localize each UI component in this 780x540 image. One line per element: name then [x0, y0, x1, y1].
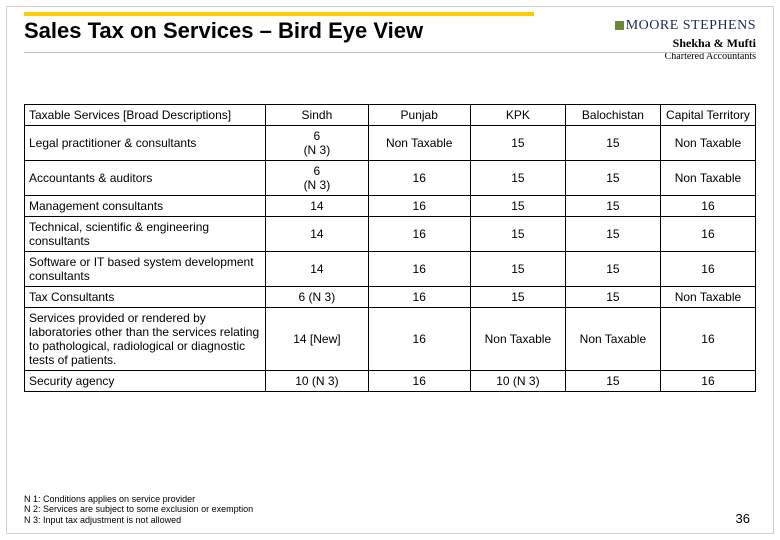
row-description: Technical, scientific & engineering cons… [25, 217, 266, 252]
row-value: Non Taxable [660, 126, 755, 161]
tax-table: Taxable Services [Broad Descriptions] Si… [24, 104, 756, 392]
table-row: Tax Consultants6 (N 3)161515Non Taxable [25, 287, 756, 308]
col-header-balochistan: Balochistan [565, 105, 660, 126]
table-head: Taxable Services [Broad Descriptions] Si… [25, 105, 756, 126]
row-value: 16 [368, 161, 470, 196]
col-header-punjab: Punjab [368, 105, 470, 126]
page-number: 36 [736, 511, 750, 526]
row-value: 15 [470, 126, 565, 161]
logo-brand-text: MOORE STEPHENS [626, 18, 756, 33]
row-value: 15 [565, 252, 660, 287]
table-row: Software or IT based system development … [25, 252, 756, 287]
row-value: 15 [470, 161, 565, 196]
row-value: 6(N 3) [266, 126, 368, 161]
footnote-3: N 3: Input tax adjustment is not allowed [24, 515, 253, 526]
col-header-capital: Capital Territory [660, 105, 755, 126]
row-value: Non Taxable [470, 308, 565, 371]
row-description: Software or IT based system development … [25, 252, 266, 287]
row-value: 16 [660, 371, 755, 392]
title-bar: Sales Tax on Services – Bird Eye View MO… [24, 18, 756, 62]
logo-square-icon [615, 21, 624, 30]
row-value: 15 [565, 287, 660, 308]
row-value: 16 [368, 217, 470, 252]
logo-brand: MOORE STEPHENS [615, 18, 756, 33]
row-description: Services provided or rendered by laborat… [25, 308, 266, 371]
row-value: 15 [565, 371, 660, 392]
row-description: Legal practitioner & consultants [25, 126, 266, 161]
title-accent-bar [24, 12, 534, 16]
table-row: Services provided or rendered by laborat… [25, 308, 756, 371]
row-value: 15 [470, 196, 565, 217]
row-value: 16 [368, 287, 470, 308]
row-value: Non Taxable [565, 308, 660, 371]
row-value: 16 [368, 196, 470, 217]
row-value: 14 [266, 196, 368, 217]
footnote-2: N 2: Services are subject to some exclus… [24, 504, 253, 515]
footnotes: N 1: Conditions applies on service provi… [24, 494, 253, 526]
logo-block: MOORE STEPHENS Shekha & Mufti Chartered … [615, 18, 756, 62]
table-row: Legal practitioner & consultants6(N 3)No… [25, 126, 756, 161]
table-body: Legal practitioner & consultants6(N 3)No… [25, 126, 756, 392]
row-value: 16 [660, 308, 755, 371]
footnote-1: N 1: Conditions applies on service provi… [24, 494, 253, 505]
row-description: Accountants & auditors [25, 161, 266, 196]
row-value: 10 (N 3) [266, 371, 368, 392]
table-row: Technical, scientific & engineering cons… [25, 217, 756, 252]
row-value: 15 [565, 196, 660, 217]
row-value: 16 [660, 196, 755, 217]
row-value: 14 [New] [266, 308, 368, 371]
row-value: 15 [470, 287, 565, 308]
row-value: 6 (N 3) [266, 287, 368, 308]
row-value: 6(N 3) [266, 161, 368, 196]
title-underline [24, 52, 756, 53]
row-value: 16 [660, 217, 755, 252]
row-value: 15 [470, 252, 565, 287]
col-header-desc: Taxable Services [Broad Descriptions] [25, 105, 266, 126]
table-row: Accountants & auditors6(N 3)161515Non Ta… [25, 161, 756, 196]
row-value: 16 [368, 308, 470, 371]
logo-subtitle-1: Shekha & Mufti [615, 37, 756, 50]
col-header-sindh: Sindh [266, 105, 368, 126]
row-description: Tax Consultants [25, 287, 266, 308]
row-value: 10 (N 3) [470, 371, 565, 392]
col-header-kpk: KPK [470, 105, 565, 126]
row-value: 15 [565, 217, 660, 252]
row-value: 15 [470, 217, 565, 252]
row-value: Non Taxable [660, 161, 755, 196]
row-value: 16 [660, 252, 755, 287]
row-value: 15 [565, 126, 660, 161]
row-value: Non Taxable [660, 287, 755, 308]
row-description: Security agency [25, 371, 266, 392]
row-value: Non Taxable [368, 126, 470, 161]
row-description: Management consultants [25, 196, 266, 217]
page-title: Sales Tax on Services – Bird Eye View [24, 18, 423, 44]
row-value: 16 [368, 371, 470, 392]
row-value: 15 [565, 161, 660, 196]
row-value: 14 [266, 217, 368, 252]
table-row: Management consultants1416151516 [25, 196, 756, 217]
row-value: 16 [368, 252, 470, 287]
row-value: 14 [266, 252, 368, 287]
table-row: Security agency10 (N 3)1610 (N 3)1516 [25, 371, 756, 392]
tax-table-wrap: Taxable Services [Broad Descriptions] Si… [24, 104, 756, 392]
table-header-row: Taxable Services [Broad Descriptions] Si… [25, 105, 756, 126]
